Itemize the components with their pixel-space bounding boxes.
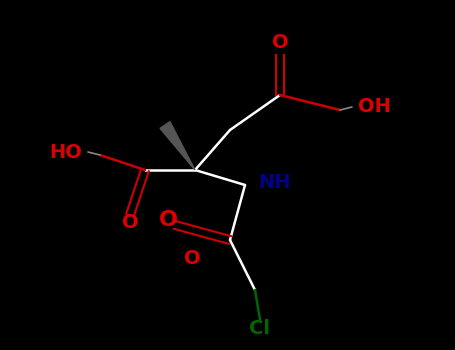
Text: O: O [272,33,288,51]
Text: Cl: Cl [249,318,271,337]
Text: NH: NH [258,173,290,191]
Polygon shape [160,122,195,170]
Text: O: O [184,248,200,267]
Text: HO: HO [49,142,82,161]
Text: O: O [121,212,138,231]
Text: OH: OH [358,98,391,117]
Text: O: O [158,210,177,230]
